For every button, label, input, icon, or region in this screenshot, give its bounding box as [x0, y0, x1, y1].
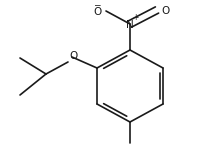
Text: N: N: [126, 20, 134, 30]
Text: O: O: [161, 6, 169, 16]
Text: +: +: [132, 14, 138, 22]
Text: −: −: [93, 0, 101, 10]
Text: O: O: [94, 7, 102, 17]
Text: O: O: [69, 51, 77, 61]
